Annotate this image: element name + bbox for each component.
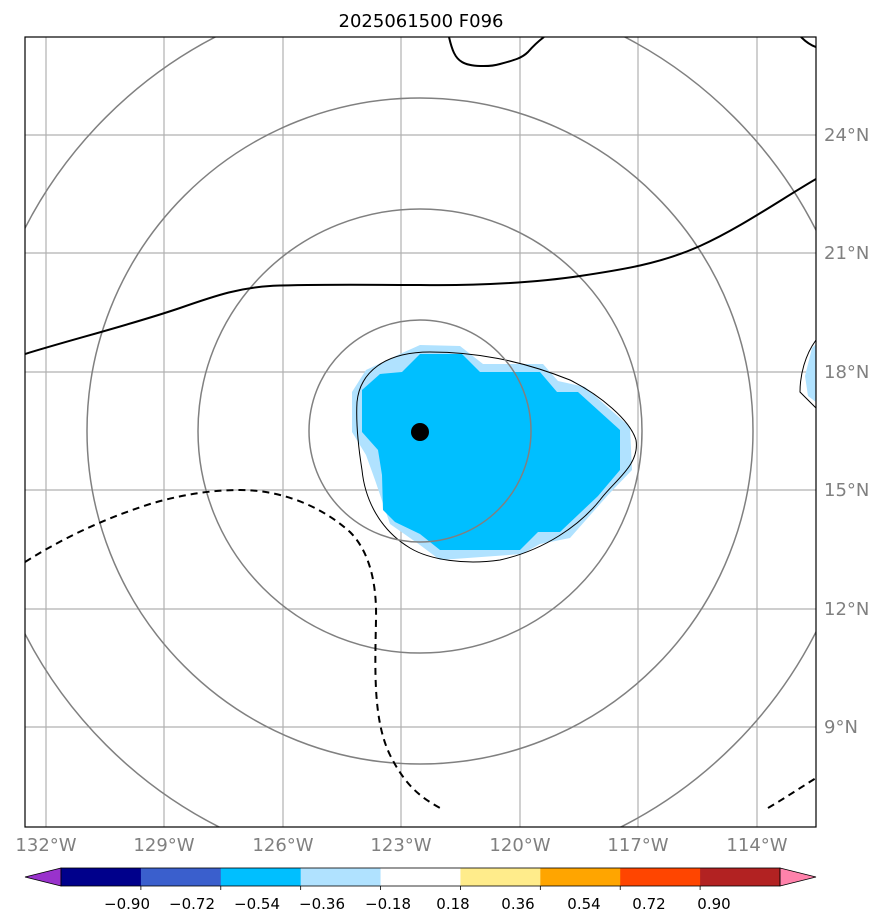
solid-contour-top [448,37,545,68]
lon-label: 132°W [15,835,76,856]
dashed-contour-left [25,488,441,809]
shading-strong-area [362,354,620,550]
colorbar-extend-high [779,867,817,887]
colorbar-segment [460,868,541,886]
bold-contours [25,37,816,809]
lon-label: 123°W [370,835,431,856]
thin-contour-right [799,339,816,409]
storm-center-marker [411,423,429,441]
colorbar-segment [220,868,302,886]
colorbar-extend-low [24,867,62,887]
colorbar-tick-label: −0.90 [104,895,150,913]
lat-label: 15°N [824,480,869,501]
colorbar-segment [380,868,461,886]
colorbar-tick-label: −0.54 [234,895,280,913]
map-title: 2025061500 F096 [339,11,504,32]
colorbar-tick-label: −0.36 [299,895,345,913]
shaded-field [352,344,816,560]
dashed-contour-right [767,777,816,809]
latitude-labels: 24°N 21°N 18°N 15°N 12°N 9°N [824,125,869,738]
colorbar-ticks [140,886,701,890]
colorbar-segment [540,868,621,886]
lon-label: 117°W [607,835,668,856]
colorbar-tick-label: −0.72 [169,895,215,913]
colorbar-tick-label: 0.54 [567,895,600,913]
lat-label: 18°N [824,362,869,383]
range-rings [25,37,816,827]
lon-label: 120°W [489,835,550,856]
range-ring-1 [308,319,532,543]
shading-right-edge [805,344,816,402]
lat-label: 21°N [824,243,869,264]
lat-label: 24°N [824,125,869,146]
map-panel [24,36,817,828]
longitude-labels: 132°W 129°W 126°W 123°W 120°W 117°W 114°… [15,835,787,856]
colorbar: −0.90 −0.72 −0.54 −0.36 −0.18 0.18 0.36 … [24,867,817,913]
colorbar-tick-labels: −0.90 −0.72 −0.54 −0.36 −0.18 0.18 0.36 … [104,895,731,913]
colorbar-tick-label: 0.18 [436,895,469,913]
lat-label: 12°N [824,599,869,620]
map-frame [24,36,817,828]
lat-label: 9°N [824,717,858,738]
colorbar-segment [140,868,222,886]
colorbar-tick-label: 0.36 [501,895,534,913]
thin-contour [356,351,637,563]
lon-label: 129°W [133,835,194,856]
colorbar-tick-label: −0.18 [365,895,411,913]
colorbar-tick-label: 0.72 [632,895,665,913]
colorbar-tick-label: 0.90 [697,895,730,913]
solid-contour-topright [800,37,816,48]
colorbar-segment [620,868,701,886]
lon-label: 126°W [252,835,313,856]
colorbar-segment [61,868,142,886]
lon-label: 114°W [726,835,787,856]
colorbar-segment [300,868,382,886]
colorbar-frame [60,867,781,887]
range-ring-2 [197,208,643,654]
range-ring-3 [86,97,754,765]
colorbar-segment [700,868,781,886]
solid-contour-main [25,178,816,355]
colorbar-segments [24,867,817,887]
